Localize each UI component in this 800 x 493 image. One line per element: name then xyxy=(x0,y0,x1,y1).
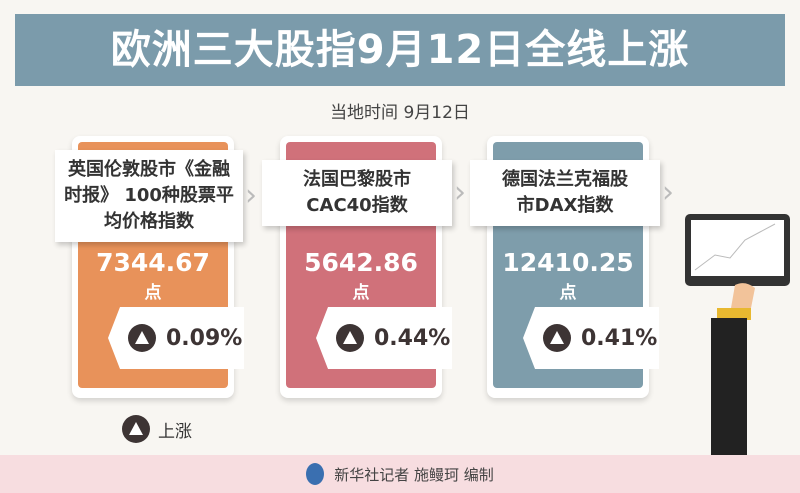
change-tag: 0.41% xyxy=(523,307,659,369)
change-value: 0.09% xyxy=(166,325,243,351)
index-name-text: 英国伦敦股市《金融时报》 100种股票平均价格指数 xyxy=(64,159,234,232)
index-value: 5642.86 xyxy=(304,248,418,277)
up-triangle-icon xyxy=(543,324,571,352)
page-title: 欧洲三大股指9月12日全线上涨 xyxy=(15,14,785,86)
footer: 新华社记者 施鳗珂 编制 xyxy=(0,455,800,493)
chevron-right-icon: › xyxy=(245,178,257,213)
credit: 新华社记者 施鳗珂 编制 xyxy=(334,465,494,484)
change-tag: 0.09% xyxy=(108,307,244,369)
index-name-text: 法国巴黎股市CAC40指数 xyxy=(303,169,411,216)
index-value: 12410.25 xyxy=(502,248,634,277)
xinhua-logo-icon xyxy=(306,463,325,485)
change-value: 0.44% xyxy=(374,325,451,351)
legend-label: 上涨 xyxy=(158,421,192,442)
chevron-right-icon: › xyxy=(662,175,674,210)
legend: 上涨 xyxy=(122,415,192,443)
index-name: 英国伦敦股市《金融时报》 100种股票平均价格指数 › xyxy=(55,150,257,242)
index-name-text: 德国法兰克福股市DAX指数 xyxy=(502,169,628,216)
tablet-hand-illustration xyxy=(685,214,790,455)
index-unit: 点 xyxy=(559,283,577,303)
up-triangle-icon xyxy=(128,324,156,352)
index-value: 7344.67 xyxy=(96,248,210,277)
subtitle: 当地时间 9月12日 xyxy=(330,103,470,123)
index-unit: 点 xyxy=(144,283,162,303)
index-unit: 点 xyxy=(352,283,370,303)
chevron-right-icon: › xyxy=(454,175,466,210)
up-triangle-icon xyxy=(336,324,364,352)
change-tag: 0.44% xyxy=(316,307,452,369)
index-name: 法国巴黎股市CAC40指数 › xyxy=(262,160,466,226)
index-name: 德国法兰克福股市DAX指数 › xyxy=(470,160,674,226)
up-triangle-icon xyxy=(122,415,150,443)
change-value: 0.41% xyxy=(581,325,658,351)
